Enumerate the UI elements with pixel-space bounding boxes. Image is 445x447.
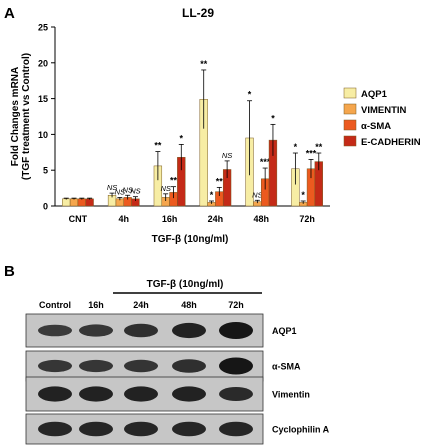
blot-band [79, 386, 113, 402]
significance-label: * [271, 113, 275, 123]
lane-label: 24h [133, 300, 149, 310]
legend-label: AQP1 [361, 89, 388, 100]
significance-label: *** [306, 148, 317, 158]
blot-band [79, 359, 113, 373]
chart-title: LL-29 [182, 6, 214, 20]
x-tick-label: CNT [69, 214, 88, 224]
blot-band [219, 421, 253, 437]
significance-label: NS [160, 184, 170, 193]
blot-band [219, 322, 253, 339]
legend-swatch [343, 87, 357, 99]
significance-label: * [210, 190, 214, 200]
lane-label: 48h [181, 300, 197, 310]
blot-band [38, 324, 72, 337]
blot-strip: α-SMA [25, 350, 301, 382]
blot-band [124, 359, 158, 373]
legend-label: α-SMA [361, 121, 391, 132]
blot-label: AQP1 [272, 326, 297, 336]
lane-label: 16h [88, 300, 104, 310]
lane-label: Control [39, 300, 71, 310]
bar [85, 198, 94, 207]
legend-label: E-CADHERIN [361, 137, 421, 148]
significance-label: NS [122, 185, 132, 194]
y-tick-label: 25 [38, 23, 48, 33]
x-axis-label: TGF-β (10ng/ml) [152, 234, 229, 245]
significance-label: NS [252, 190, 262, 199]
legend: AQP1 VIMENTIN α-SMA E-CADHERIN [343, 87, 421, 148]
legend-swatch [343, 135, 357, 147]
panel-a-letter: A [4, 5, 15, 22]
blot-band [124, 323, 158, 338]
treatment-label: TGF-β (10ng/ml) [147, 279, 224, 290]
bar [62, 198, 71, 207]
significance-label: ** [170, 176, 178, 186]
significance-label: NS [115, 187, 125, 196]
blot-band [79, 324, 113, 337]
x-tick-label: 16h [162, 214, 178, 224]
blot-band [172, 322, 206, 339]
bar-chart: Fold Changes mRNA(TGF treatment vs Contr… [10, 23, 330, 224]
blot-strip: Vimentin [25, 376, 310, 412]
blot-band [172, 421, 206, 437]
x-tick-label: 4h [118, 214, 129, 224]
y-tick-label: 0 [43, 202, 48, 212]
significance-label: NS [107, 183, 117, 192]
blot-band [172, 359, 206, 373]
significance-label: ** [154, 141, 162, 151]
panel-b-letter: B [4, 263, 15, 280]
blot-band [219, 387, 253, 401]
significance-label: ** [200, 59, 208, 69]
blot-band [38, 359, 72, 373]
blot-band [79, 421, 113, 437]
y-tick-label: 5 [43, 166, 48, 176]
significance-label: ** [216, 176, 224, 186]
bar [77, 198, 86, 207]
blot-band [172, 386, 206, 402]
blot-label: Vimentin [272, 390, 310, 400]
significance-label: *** [260, 157, 271, 167]
x-tick-label: 48h [253, 214, 269, 224]
significance-label: NS [222, 151, 232, 160]
significance-label: * [301, 190, 305, 200]
blot-band [124, 386, 158, 402]
significance-label: * [294, 142, 298, 152]
blot-strip: AQP1 [25, 313, 297, 348]
lane-label: 72h [228, 300, 244, 310]
blot-strip: Cyclophilin A [25, 413, 330, 445]
y-tick-label: 20 [38, 58, 48, 68]
blot-band [219, 357, 253, 375]
blot-band [38, 386, 72, 402]
blot-label: Cyclophilin A [272, 425, 330, 435]
x-tick-label: 24h [208, 214, 224, 224]
legend-swatch [343, 103, 357, 115]
significance-label: * [180, 133, 184, 143]
legend-label: VIMENTIN [361, 105, 407, 116]
blot-band [124, 421, 158, 437]
significance-label: * [248, 90, 252, 100]
western-blot: Control 16h 24h 48h 72h AQP1 α-SMA Vimentin Cycl… [25, 300, 330, 445]
significance-label: ** [315, 142, 323, 152]
blot-label: α-SMA [272, 362, 301, 372]
y-tick-label: 10 [38, 130, 48, 140]
significance-label: NS [130, 187, 140, 196]
y-tick-label: 15 [38, 94, 48, 104]
x-tick-label: 72h [299, 214, 315, 224]
blot-band [38, 421, 72, 437]
bar [69, 198, 79, 207]
y-axis-label: Fold Changes mRNA(TGF treatment vs Contr… [10, 53, 32, 180]
legend-swatch [343, 119, 357, 131]
